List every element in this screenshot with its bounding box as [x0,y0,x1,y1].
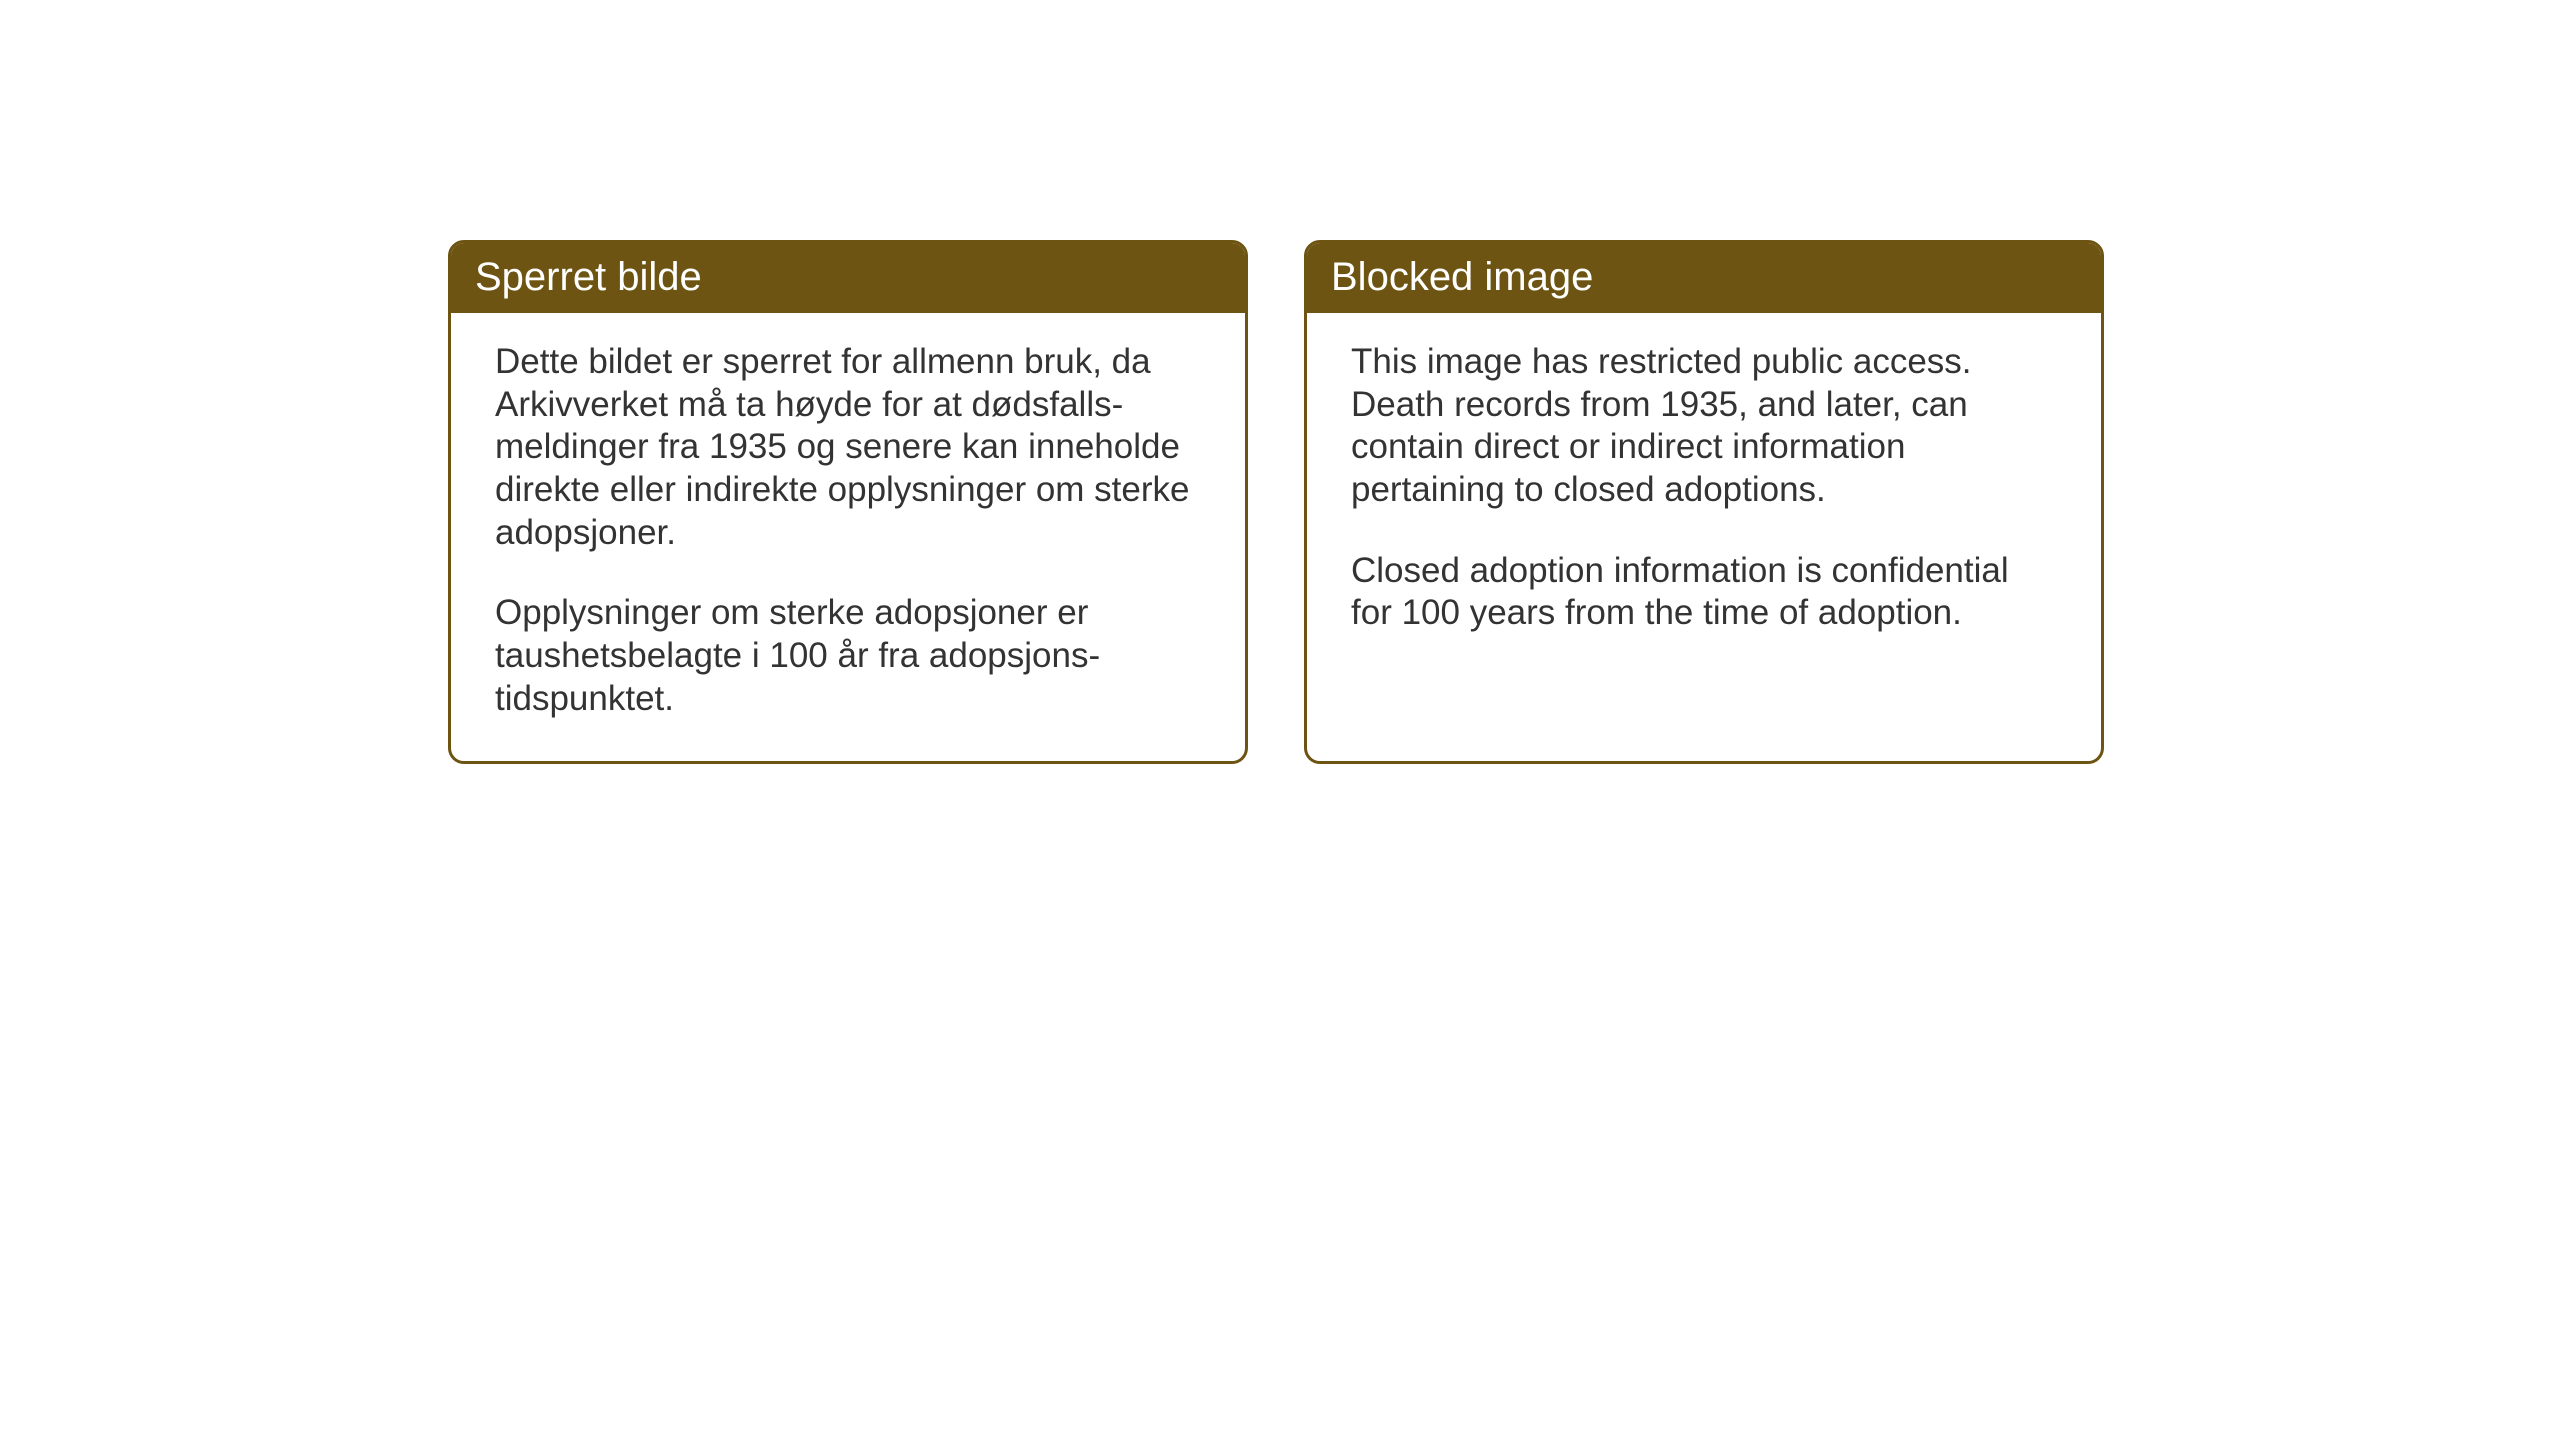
card-title-norwegian: Sperret bilde [451,243,1245,313]
card-body-norwegian: Dette bildet er sperret for allmenn bruk… [451,313,1245,761]
notice-text-english-p1: This image has restricted public access.… [1351,341,2057,512]
notice-text-norwegian-p2: Opplysninger om sterke adopsjoner er tau… [495,592,1201,720]
notice-text-norwegian-p1: Dette bildet er sperret for allmenn bruk… [495,341,1201,554]
card-title-english: Blocked image [1307,243,2101,313]
card-body-english: This image has restricted public access.… [1307,313,2101,745]
notice-text-english-p2: Closed adoption information is confident… [1351,550,2057,635]
notice-card-norwegian: Sperret bilde Dette bildet er sperret fo… [448,240,1248,764]
notice-panel-container: Sperret bilde Dette bildet er sperret fo… [448,240,2104,764]
notice-card-english: Blocked image This image has restricted … [1304,240,2104,764]
